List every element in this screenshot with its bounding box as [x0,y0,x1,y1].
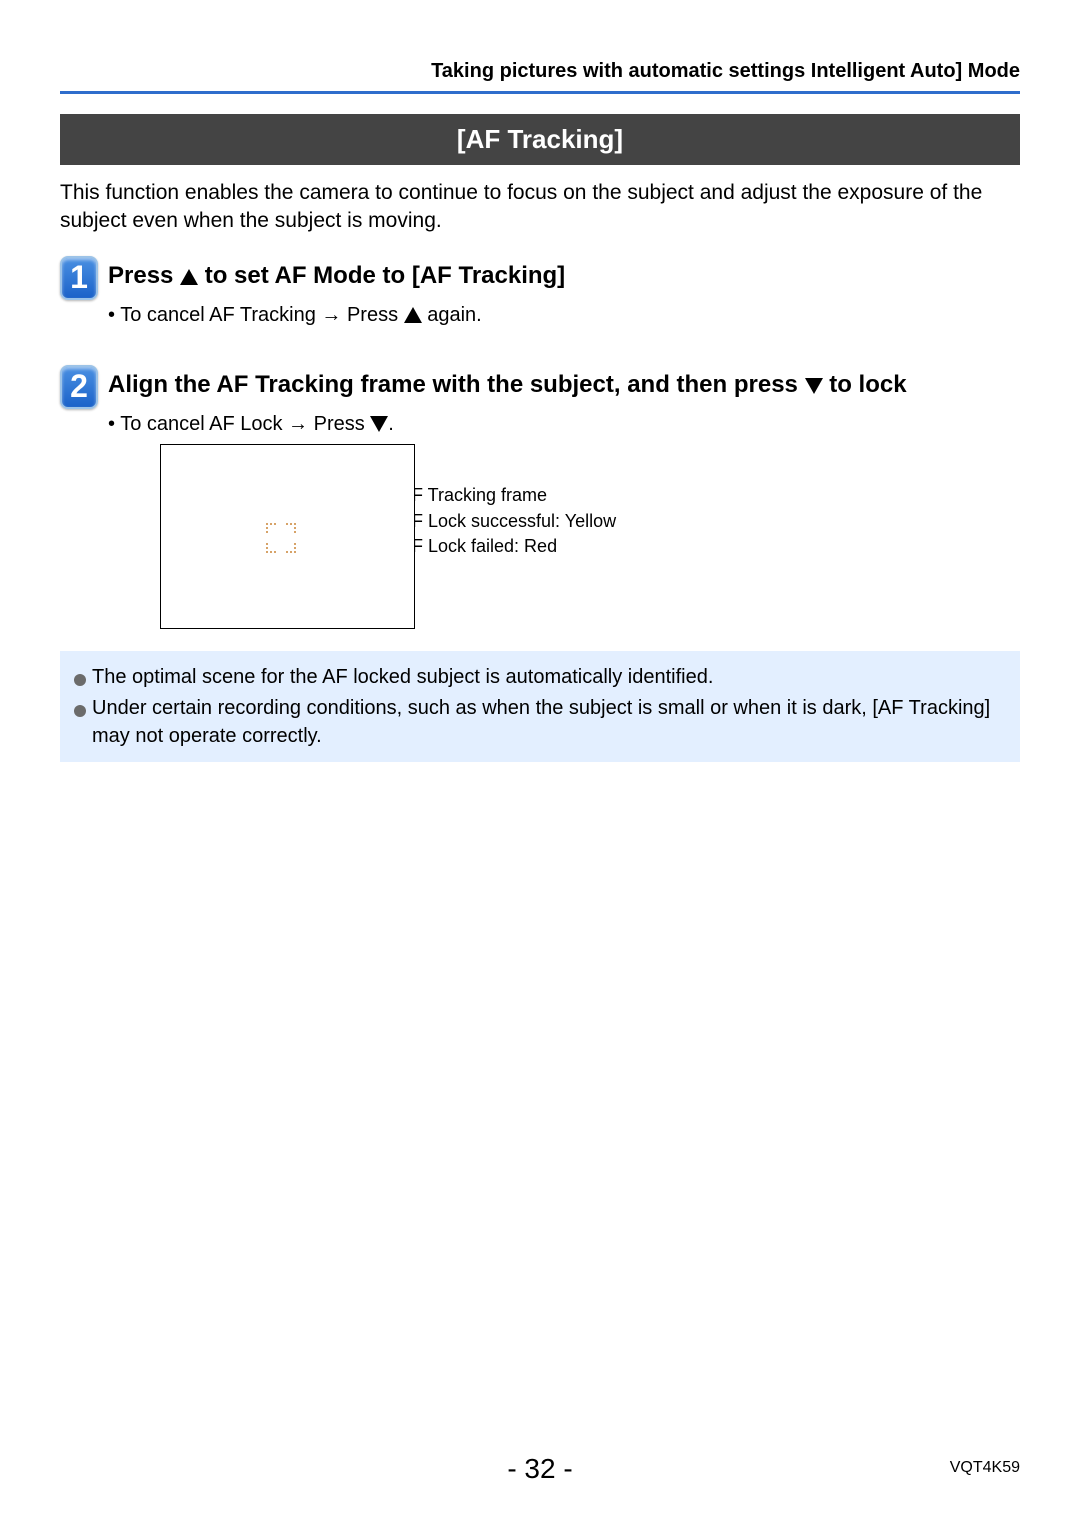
step-2-title: Align the AF Tracking frame with the sub… [108,365,907,400]
step-1-badge: 1 [60,256,98,300]
note-item-1: The optimal scene for the AF locked subj… [74,663,1006,694]
af-tracking-frame-icon [266,523,296,553]
af-callout: AF Tracking frame AF Lock successful: Ye… [400,483,616,559]
callout-line1: AF Tracking frame [400,483,616,508]
step-1-title: Press to set AF Mode to [AF Tracking] [108,256,565,291]
step-1-title-post: to set AF Mode to [AF Tracking] [198,262,565,289]
step-1-bullet-pre: • To cancel AF Tracking → Press [108,304,404,326]
step-1-title-pre: Press [108,262,180,289]
up-triangle-icon [180,269,198,285]
note-1-text: The optimal scene for the AF locked subj… [92,663,713,694]
lcd-screen-box [160,444,415,629]
notes-box: The optimal scene for the AF locked subj… [60,651,1020,762]
page-number: - 32 - [0,1453,1080,1485]
breadcrumb-header: Taking pictures with automatic settings … [60,60,1020,91]
down-triangle-icon [805,378,823,394]
af-diagram: AF Tracking frame AF Lock successful: Ye… [160,444,1020,629]
step-2-bullet-pre: • To cancel AF Lock → Press [108,413,370,435]
callout-line3: AF Lock failed: Red [400,534,616,559]
intro-text: This function enables the camera to cont… [60,179,1020,236]
step-2-title-pre: Align the AF Tracking frame with the sub… [108,371,805,398]
header-divider [60,91,1020,94]
section-title: [AF Tracking] [60,114,1020,165]
step-2-bullet: • To cancel AF Lock → Press . [108,413,1020,436]
bullet-circle-icon [74,666,86,694]
step-1-bullet: • To cancel AF Tracking → Press again. [108,304,1020,327]
step-2-row: 2 Align the AF Tracking frame with the s… [60,365,1020,409]
step-2-bullet-post: . [388,413,394,435]
note-item-2: Under certain recording conditions, such… [74,694,1006,750]
bullet-circle-icon [74,697,86,750]
step-1-row: 1 Press to set AF Mode to [AF Tracking] [60,256,1020,300]
note-2-text: Under certain recording conditions, such… [92,694,1006,750]
document-code: VQT4K59 [950,1459,1020,1477]
step-2-badge: 2 [60,365,98,409]
callout-line2: AF Lock successful: Yellow [400,509,616,534]
step-2-title-post: to lock [823,371,907,398]
down-triangle-icon [370,416,388,432]
step-1-bullet-post: again. [422,304,482,326]
up-triangle-icon [404,307,422,323]
